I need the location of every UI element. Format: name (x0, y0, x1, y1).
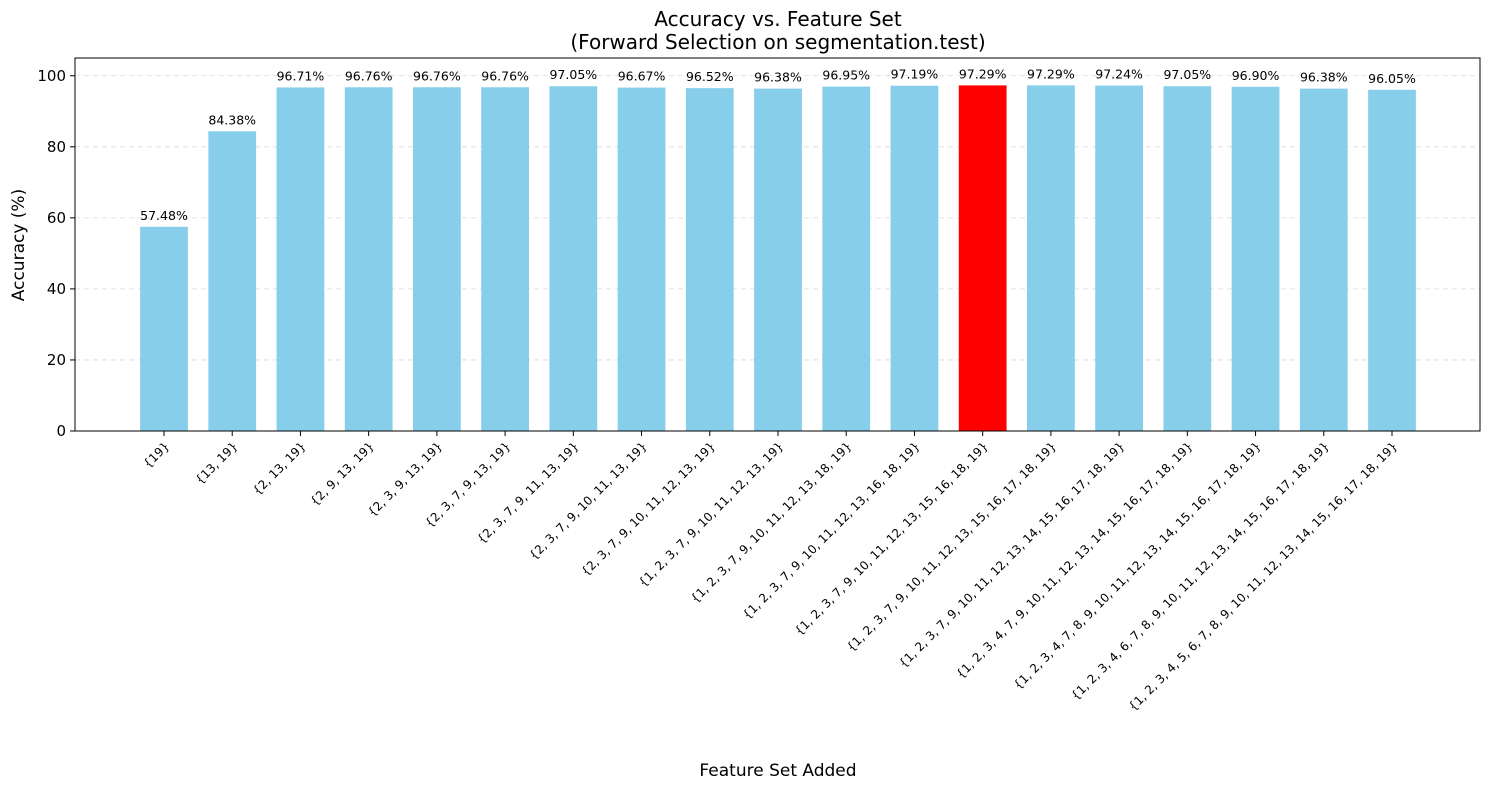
bar (344, 87, 393, 432)
bar (1095, 85, 1143, 432)
bar-value-label: 96.95% (822, 68, 870, 83)
bar (1299, 88, 1348, 431)
x-tick-label: {2, 3, 9, 13, 19} (365, 439, 445, 519)
x-tick-label: {1, 2, 3, 7, 9, 10, 11, 12, 13, 14, 15, … (896, 439, 1127, 670)
bar-value-label: 96.38% (754, 70, 802, 85)
bar (1231, 86, 1280, 431)
bar-value-label: 96.05% (1368, 71, 1416, 86)
x-tick-label: {19} (141, 439, 172, 470)
bar-value-label: 97.05% (1163, 67, 1211, 82)
bar-value-label: 84.38% (208, 112, 256, 127)
chart-title: Accuracy vs. Feature Set (654, 7, 902, 31)
x-tick-label: {1, 2, 3, 7, 9, 10, 11, 12, 13, 19} (636, 439, 786, 589)
bar-value-label: 96.38% (1300, 70, 1348, 85)
x-tick-label: {2, 3, 7, 9, 10, 11, 12, 13, 19} (578, 439, 717, 578)
data-labels: 57.48% 84.38% 96.71% 96.76% 96.76% 96.76% 97.0… (140, 66, 1416, 222)
bar-value-label: 96.76% (413, 68, 461, 83)
bar (685, 88, 734, 431)
bar (140, 226, 188, 431)
plot-frame (74, 57, 1481, 432)
bar-value-label: 97.29% (959, 66, 1007, 81)
bar-value-label: 97.29% (1027, 66, 1075, 81)
bar (1163, 86, 1212, 432)
bar-value-label: 96.90% (1232, 68, 1280, 83)
bar (890, 85, 939, 432)
bar (276, 87, 325, 431)
bar (617, 87, 666, 431)
bar (754, 88, 802, 431)
bar (1027, 85, 1075, 431)
x-axis-label: Feature Set Added (699, 761, 856, 781)
x-tick-label: {2, 3, 7, 9, 10, 11, 13, 19} (526, 439, 649, 562)
y-axis-label: Accuracy (%) (9, 189, 29, 301)
chart-subtitle: (Forward Selection on segmentation.test) (570, 30, 985, 54)
x-tick-label: {2, 9, 13, 19} (308, 439, 377, 508)
bar-value-label: 57.48% (140, 208, 188, 223)
x-tick-label: {1, 2, 3, 4, 6, 7, 8, 9, 10, 11, 12, 13,… (1068, 439, 1332, 703)
x-tick-label: {2, 13, 19} (250, 439, 308, 497)
bar (413, 87, 461, 432)
bar-value-label: 97.19% (891, 67, 939, 82)
bar (822, 86, 871, 431)
bar-value-label: 96.67% (618, 69, 666, 84)
bar (549, 86, 598, 432)
y-tick-label: 0 (56, 422, 66, 440)
bar-value-label: 96.76% (345, 68, 393, 83)
bar (208, 131, 257, 431)
bar (481, 87, 529, 432)
bar-value-label: 97.24% (1095, 67, 1143, 82)
x-tick-label: {1, 2, 3, 4, 7, 8, 9, 10, 11, 12, 13, 14… (1011, 439, 1264, 692)
y-tick-label: 60 (47, 209, 66, 227)
x-tick-label: {13, 19} (193, 439, 241, 487)
y-tick-label: 100 (37, 67, 66, 85)
y-tick-label: 40 (47, 280, 66, 298)
bar (958, 85, 1007, 431)
bar-value-label: 96.52% (686, 69, 734, 84)
bar (1368, 89, 1416, 431)
bar-value-label: 96.71% (277, 68, 325, 83)
bar-value-label: 96.76% (481, 68, 529, 83)
y-tick-label: 80 (47, 138, 66, 156)
bars (140, 85, 1416, 432)
y-tick-label: 20 (47, 351, 66, 369)
bar-value-label: 97.05% (549, 67, 597, 82)
x-tick-label: {1, 2, 3, 4, 5, 6, 7, 8, 9, 10, 11, 12, … (1126, 439, 1400, 713)
y-axis-ticks: 0 20 40 60 80 100 (37, 67, 75, 440)
x-tick-label: {1, 2, 3, 4, 7, 9, 10, 11, 12, 13, 14, 1… (953, 439, 1195, 681)
x-axis-ticks: {19} {13, 19} {2, 13, 19}{2, 9, 13, 19}{2,… (141, 431, 1400, 714)
